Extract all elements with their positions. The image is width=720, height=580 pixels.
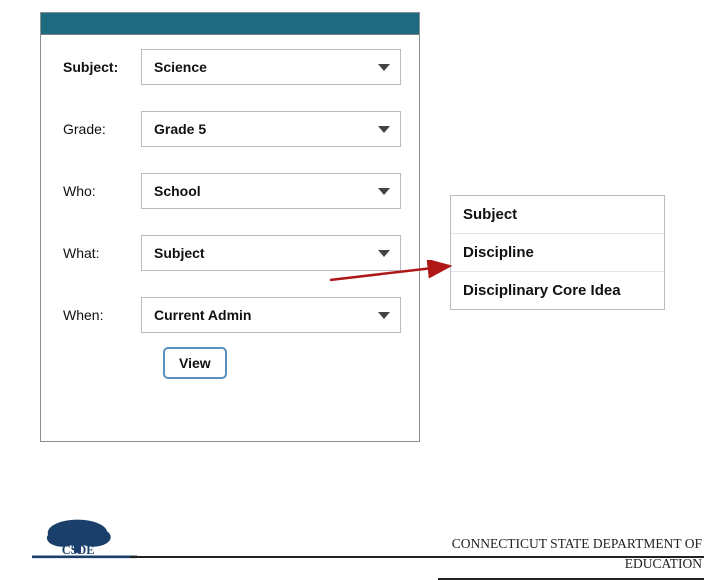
row-who: Who: School <box>63 173 401 209</box>
view-button[interactable]: View <box>163 347 227 379</box>
row-grade: Grade: Grade 5 <box>63 111 401 147</box>
option-discipline[interactable]: Discipline <box>451 234 664 272</box>
chevron-down-icon <box>378 250 390 257</box>
label-grade: Grade: <box>63 121 141 137</box>
row-what: What: Subject <box>63 235 401 271</box>
row-when: When: Current Admin <box>63 297 401 333</box>
dropdown-subject-value: Science <box>154 59 207 75</box>
dropdown-grade-value: Grade 5 <box>154 121 206 137</box>
dropdown-when[interactable]: Current Admin <box>141 297 401 333</box>
chevron-down-icon <box>378 64 390 71</box>
chevron-down-icon <box>378 312 390 319</box>
label-what: What: <box>63 245 141 261</box>
dropdown-what[interactable]: Subject <box>141 235 401 271</box>
dropdown-who-value: School <box>154 183 201 199</box>
dropdown-what-value: Subject <box>154 245 205 261</box>
dropdown-who[interactable]: School <box>141 173 401 209</box>
footer-line2: EDUCATION <box>625 556 702 571</box>
option-disciplinary-core-idea[interactable]: Disciplinary Core Idea <box>451 272 664 309</box>
footer-line1: CONNECTICUT STATE DEPARTMENT OF <box>452 536 702 551</box>
chevron-down-icon <box>378 126 390 133</box>
chevron-down-icon <box>378 188 390 195</box>
logo-text: CSDE <box>62 543 95 557</box>
panel-body: Subject: Science Grade: Grade 5 Who: Sch… <box>41 35 419 395</box>
panel-header-bar <box>41 13 419 35</box>
dropdown-subject[interactable]: Science <box>141 49 401 85</box>
label-who: Who: <box>63 183 141 199</box>
label-when: When: <box>63 307 141 323</box>
dropdown-grade[interactable]: Grade 5 <box>141 111 401 147</box>
what-options-popover: Subject Discipline Disciplinary Core Ide… <box>450 195 665 310</box>
csde-logo-icon: CSDE <box>32 514 137 569</box>
label-subject: Subject: <box>63 59 141 75</box>
dropdown-when-value: Current Admin <box>154 307 251 323</box>
row-subject: Subject: Science <box>63 49 401 85</box>
option-subject[interactable]: Subject <box>451 196 664 234</box>
filter-panel: Subject: Science Grade: Grade 5 Who: Sch… <box>40 12 420 442</box>
